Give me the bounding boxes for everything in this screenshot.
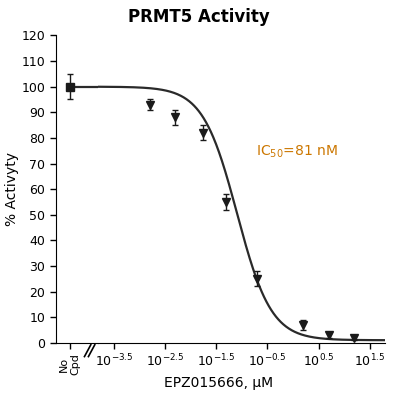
Text: PRMT5 Activity: PRMT5 Activity (127, 8, 270, 26)
Text: EPZ015666, μM: EPZ015666, μM (164, 376, 273, 390)
Y-axis label: % Activyty: % Activyty (4, 152, 19, 226)
Text: IC$_{50}$=81 nM: IC$_{50}$=81 nM (256, 144, 338, 160)
